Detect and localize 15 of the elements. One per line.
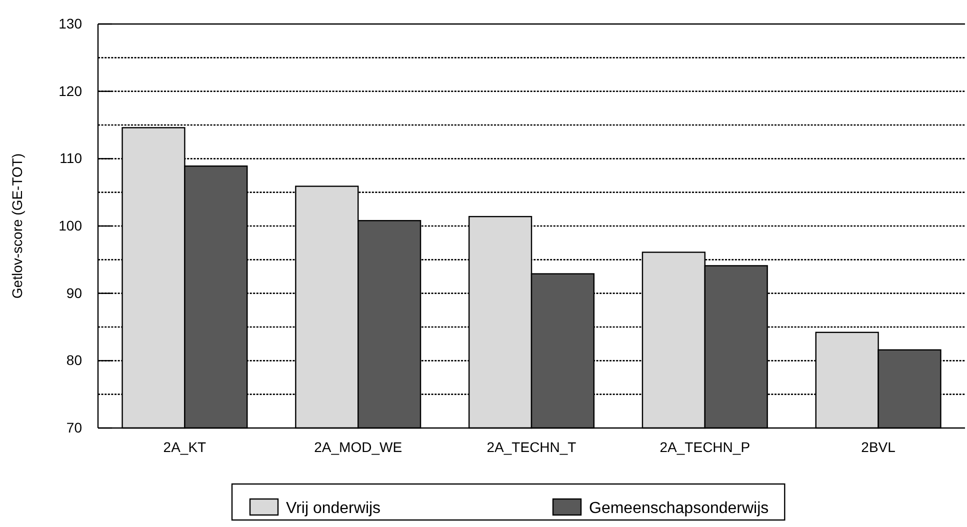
y-tick-label: 130 <box>58 15 82 32</box>
x-tick-label: 2BVL <box>861 438 896 455</box>
x-tick-label: 2A_TECHN_T <box>486 438 577 455</box>
y-tick-label: 120 <box>58 82 82 99</box>
x-tick-label: 2A_MOD_WE <box>314 438 402 455</box>
y-axis-title: Getlov-score (GE-TOT) <box>9 153 25 299</box>
y-tick-label: 70 <box>66 419 82 436</box>
y-tick-label: 90 <box>66 284 82 301</box>
y-tick-label: 100 <box>58 217 82 234</box>
y-tick-label: 80 <box>66 352 82 368</box>
legend-label: Vrij onderwijs <box>286 500 381 517</box>
x-tick-label: 2A_TECHN_P <box>660 438 750 455</box>
legend-label: Gemeenschapsonderwijs <box>589 500 769 517</box>
x-tick-label: 2A_KT <box>163 438 207 455</box>
y-tick-label: 110 <box>60 150 82 166</box>
